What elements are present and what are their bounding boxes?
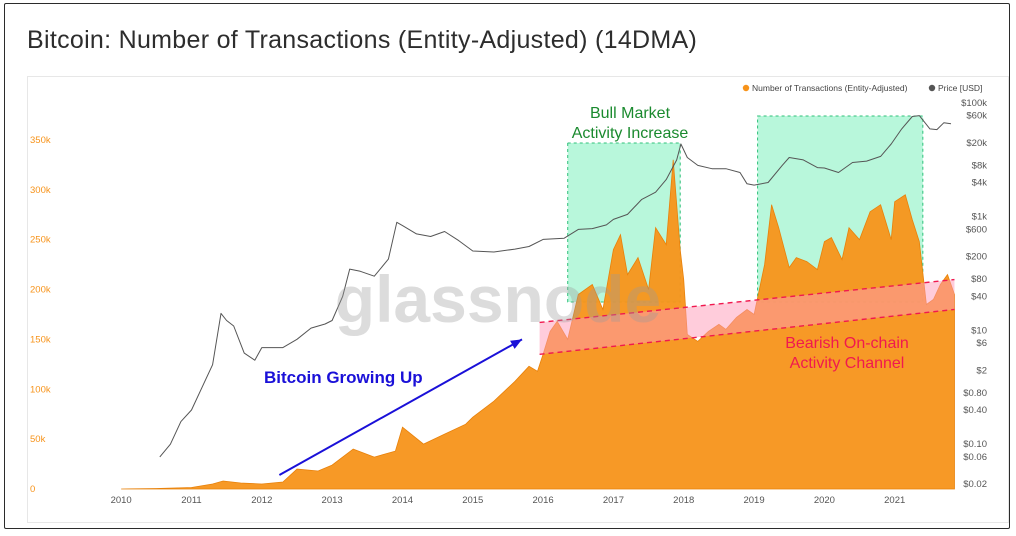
- y-right-tick-label: $200: [966, 252, 987, 263]
- bull-label-line-1: Bull Market: [590, 105, 671, 122]
- transactions-area: [121, 159, 955, 490]
- y-right-tick-label: $1k: [972, 212, 988, 223]
- y-right-tick-label: $20k: [966, 138, 987, 149]
- y-left-tick-label: 0: [30, 484, 35, 495]
- y-axis-left: 0 50k 100k 150k 200k 250k 300k 350k: [30, 135, 51, 495]
- x-axis: 2010 2011 2012 2013 2014 2015 2016 2017 2018 2019…: [111, 495, 906, 506]
- legend-marker-price: [928, 84, 936, 92]
- x-tick-label: 2011: [181, 495, 201, 506]
- bull-label-line-2: Activity Increase: [572, 125, 689, 142]
- legend: Number of Transactions (Entity-Adjusted)…: [742, 83, 982, 93]
- transactions-series-area: [121, 159, 955, 490]
- y-right-tick-label: $40: [971, 291, 987, 302]
- y-left-tick-label: 350k: [30, 135, 51, 146]
- bear-channel-upper: [539, 278, 955, 324]
- growth-label: Bitcoin Growing Up: [264, 368, 423, 387]
- growth-arrow-shaft: [278, 338, 523, 476]
- x-tick-label: 2020: [814, 495, 835, 506]
- bear-channel-lower: [539, 308, 955, 356]
- y-right-tick-label: $4k: [972, 178, 988, 189]
- price-series-line: [159, 115, 952, 458]
- x-tick-label: 2013: [322, 495, 343, 506]
- y-right-tick-label: $2: [976, 365, 987, 376]
- x-tick-label: 2016: [533, 495, 554, 506]
- y-right-tick-label: $600: [966, 224, 987, 235]
- chart-panel: [27, 76, 1009, 523]
- y-right-tick-label: $6: [976, 338, 987, 349]
- y-right-tick-label: $0.40: [963, 405, 987, 416]
- growth-arrow-head: [510, 339, 522, 349]
- y-right-tick-label: $0.10: [963, 439, 987, 450]
- y-right-tick-label: $8k: [972, 160, 988, 171]
- x-tick-label: 2014: [392, 495, 413, 506]
- legend-marker-transactions: [742, 84, 750, 92]
- y-left-tick-label: 250k: [30, 235, 51, 246]
- y-left-tick-label: 200k: [30, 285, 51, 296]
- annotation-labels: Bull Market Activity Increase Bearish On-c…: [264, 105, 909, 387]
- x-tick-label: 2018: [673, 495, 694, 506]
- x-tick-label: 2015: [462, 495, 483, 506]
- bear-label-line-1: Bearish On-chain: [785, 335, 909, 352]
- watermark: glassnode: [335, 262, 661, 336]
- page-title: Bitcoin: Number of Transactions (Entity-…: [27, 26, 698, 54]
- y-right-tick-label: $100k: [961, 98, 987, 109]
- y-left-tick-label: 100k: [30, 384, 51, 395]
- legend-label-price: Price [USD]: [938, 83, 982, 93]
- bear-channel: [539, 278, 955, 356]
- bear-channel-fill: [539, 279, 955, 355]
- x-tick-label: 2010: [111, 495, 132, 506]
- y-left-tick-label: 150k: [30, 334, 51, 345]
- legend-label-transactions: Number of Transactions (Entity-Adjusted): [752, 83, 908, 93]
- x-tick-label: 2021: [884, 495, 905, 506]
- y-left-tick-label: 50k: [30, 434, 46, 445]
- growth-arrow: [278, 338, 523, 476]
- x-tick-label: 2012: [251, 495, 272, 506]
- x-tick-label: 2017: [603, 495, 624, 506]
- y-right-tick-label: $0.80: [963, 388, 987, 399]
- y-right-tick-label: $60k: [966, 111, 987, 122]
- y-right-tick-label: $10: [971, 325, 987, 336]
- y-right-tick-label: $0.06: [963, 452, 987, 463]
- y-left-tick-label: 300k: [30, 185, 51, 196]
- price-line: [159, 115, 952, 458]
- y-right-tick-label: $80: [971, 274, 987, 285]
- x-tick-label: 2019: [743, 495, 764, 506]
- bear-label-line-2: Activity Channel: [790, 355, 905, 372]
- y-right-tick-label: $0.02: [963, 479, 987, 490]
- y-axis-right: $0.02 $0.06 $0.10 $0.40 $0.80 $2 $6 $10 $40 $80 $2…: [961, 98, 987, 490]
